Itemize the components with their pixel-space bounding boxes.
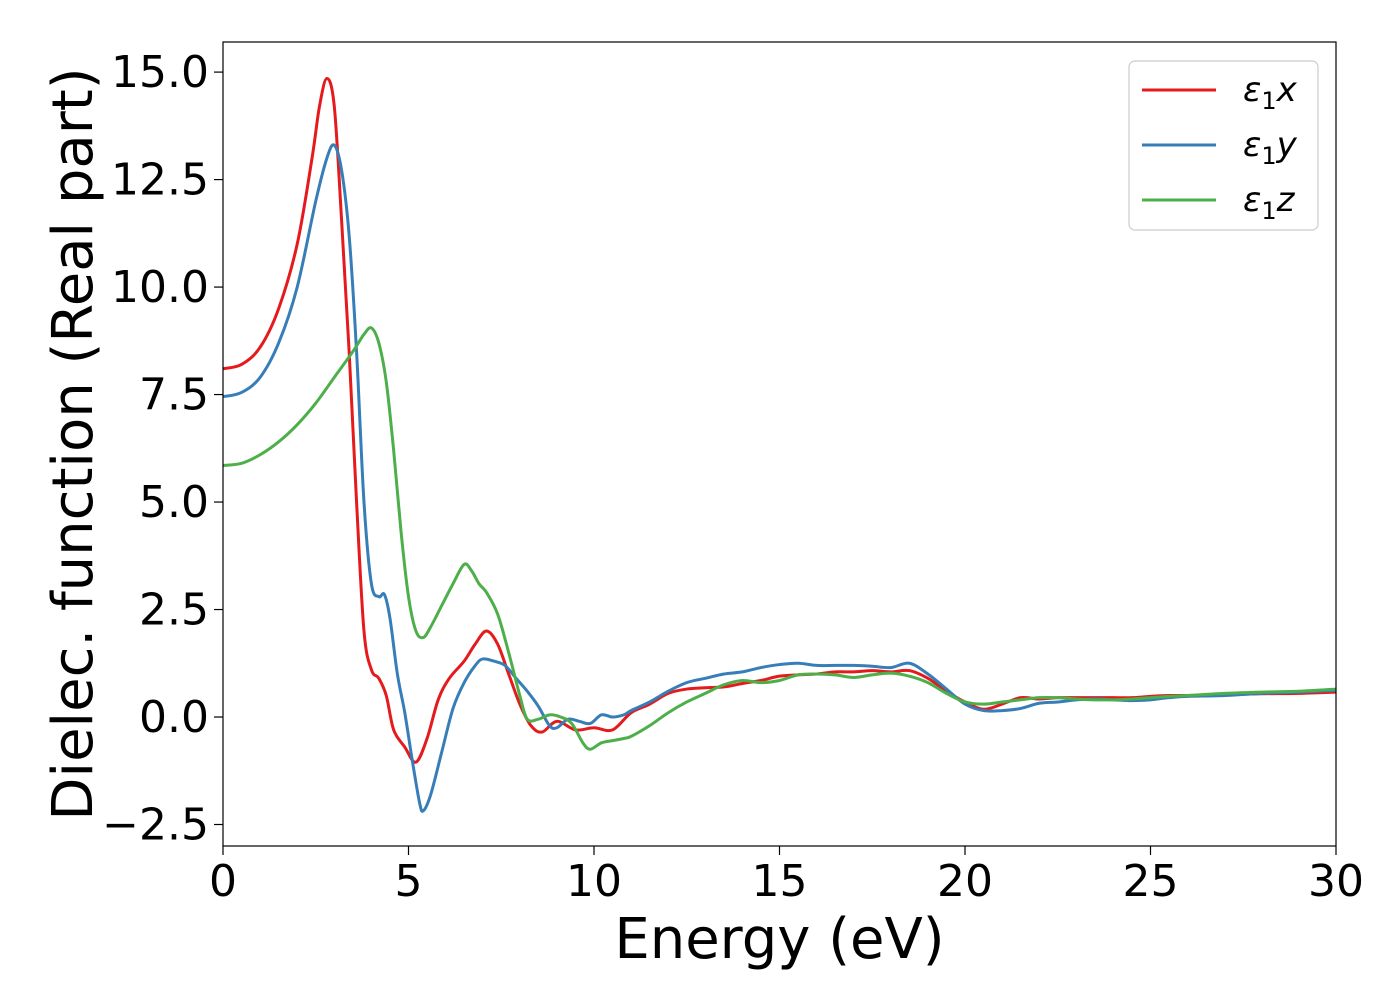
series-line-z — [223, 326, 1336, 751]
x-tick-label: 25 — [1123, 856, 1179, 907]
legend: ε1x ε1y ε1z — [1128, 60, 1319, 231]
y-tick-label: 2.5 — [139, 585, 209, 636]
y-tick-label: 0.0 — [139, 692, 209, 743]
x-tick-label: 30 — [1308, 856, 1364, 907]
y-tick-label: −2.5 — [102, 800, 209, 851]
x-axis-title: Energy (eV) — [614, 907, 944, 972]
legend-label: ε1z — [1243, 180, 1296, 225]
legend-label: ε1x — [1243, 70, 1298, 115]
y-tick-label: 7.5 — [139, 370, 209, 421]
y-tick-label: 15.0 — [111, 47, 209, 98]
x-tick-label: 0 — [209, 856, 237, 907]
x-tick-label: 20 — [937, 856, 993, 907]
y-tick-label: 5.0 — [139, 477, 209, 528]
x-tick-label: 5 — [395, 856, 423, 907]
y-tick-label: 12.5 — [111, 155, 209, 206]
legend-label: ε1y — [1243, 125, 1298, 170]
y-axis: −2.5 0.0 2.5 5.0 7.5 10.0 12.5 15.0 — [102, 47, 223, 851]
x-axis: 0 5 10 15 20 25 30 — [209, 846, 1364, 907]
y-axis-title: Dielec. function (Real part) — [41, 67, 106, 820]
y-tick-label: 10.0 — [111, 262, 209, 313]
series-line-y — [223, 143, 1336, 813]
plot-lines — [223, 77, 1336, 813]
x-tick-label: 10 — [566, 856, 622, 907]
x-tick-label: 15 — [752, 856, 808, 907]
legend-box — [1128, 60, 1319, 231]
